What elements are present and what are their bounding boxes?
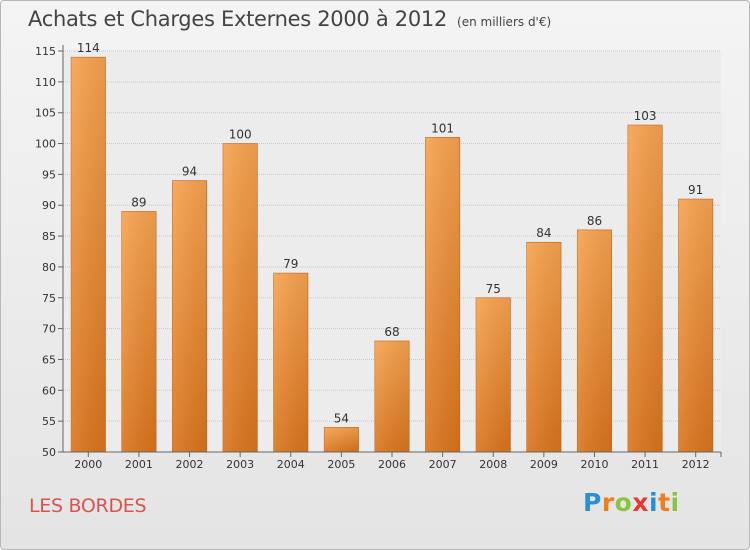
y-tick-label: 55 — [42, 415, 56, 428]
bar-shine-2011 — [627, 125, 663, 453]
y-tick-label: 90 — [42, 199, 56, 212]
data-label-2002: 94 — [182, 165, 197, 179]
data-label-2005: 54 — [334, 411, 349, 425]
logo-letter: x — [632, 488, 649, 517]
bar-shine-2001 — [121, 211, 157, 452]
data-label-2004: 79 — [283, 257, 298, 271]
bar-shine-2002 — [172, 180, 207, 453]
bar-shine-2009 — [526, 242, 562, 452]
x-tick-label-2000: 2000 — [74, 458, 102, 471]
bar-shine-2005 — [324, 427, 359, 452]
data-label-2003: 100 — [229, 128, 252, 142]
logo-letter: i — [670, 488, 680, 517]
x-tick-label-2007: 2007 — [429, 458, 457, 471]
x-tick-label-2003: 2003 — [226, 458, 254, 471]
chart-title: Achats et Charges Externes 2000 à 2012 — [28, 7, 448, 31]
bar-shine-2000 — [71, 57, 106, 453]
x-tick-label-2006: 2006 — [378, 458, 406, 471]
y-tick-label: 75 — [42, 292, 56, 305]
logo-letter: o — [614, 488, 633, 517]
bar-shine-2003 — [222, 143, 258, 453]
logo-letter: r — [601, 488, 615, 517]
bar-shine-2004 — [273, 273, 308, 452]
y-tick-label: 115 — [35, 45, 56, 58]
data-label-2012: 91 — [688, 183, 703, 197]
y-tick-label: 50 — [42, 446, 56, 459]
y-tick-label: 95 — [42, 168, 56, 181]
y-tick-label: 80 — [42, 261, 56, 274]
x-tick-label-2001: 2001 — [125, 458, 153, 471]
data-label-2001: 89 — [131, 195, 146, 209]
y-tick-label: 70 — [42, 323, 56, 336]
bar-shine-2006 — [374, 340, 410, 452]
bar-shine-2012 — [678, 199, 713, 452]
data-label-2000: 114 — [77, 41, 100, 55]
x-tick-label-2005: 2005 — [327, 458, 355, 471]
y-tick-label: 100 — [35, 138, 56, 151]
y-tick-label: 105 — [35, 107, 56, 120]
x-tick-label-2011: 2011 — [631, 458, 659, 471]
bar-layer — [70, 56, 714, 453]
x-tick-label-2012: 2012 — [682, 458, 710, 471]
logo-letter: i — [649, 488, 659, 517]
x-tick-label-2002: 2002 — [176, 458, 204, 471]
bar-shine-2007 — [425, 137, 460, 452]
x-tick-label-2010: 2010 — [580, 458, 608, 471]
axis-layer: 50 55 60 65 70 75 80 85 90 95 100 105 110 115 114 2000 8… — [35, 41, 722, 471]
bar-shine-2008 — [476, 297, 511, 452]
data-label-2008: 75 — [486, 282, 501, 296]
y-tick-label: 85 — [42, 230, 56, 243]
y-tick-label: 110 — [35, 76, 56, 89]
chart-title-block: Achats et Charges Externes 2000 à 2012 (e… — [28, 7, 551, 31]
logo-letter: t — [658, 488, 671, 517]
data-label-2006: 68 — [384, 325, 399, 339]
logo-letter: P — [583, 488, 602, 517]
chart-unit: (en milliers d'€) — [457, 15, 552, 29]
commune-name: LES BORDES — [29, 495, 147, 517]
y-tick-label: 60 — [42, 384, 56, 397]
data-label-2007: 101 — [431, 121, 454, 135]
y-tick-label: 65 — [42, 353, 56, 366]
data-label-2009: 84 — [536, 226, 551, 240]
x-tick-label-2008: 2008 — [479, 458, 507, 471]
data-label-2010: 86 — [587, 214, 602, 228]
data-label-2011: 103 — [634, 109, 657, 123]
x-tick-label-2004: 2004 — [277, 458, 305, 471]
x-tick-label-2009: 2009 — [530, 458, 558, 471]
proxiti-logo: Proxiti — [583, 488, 680, 517]
bar-shine-2010 — [577, 229, 612, 452]
